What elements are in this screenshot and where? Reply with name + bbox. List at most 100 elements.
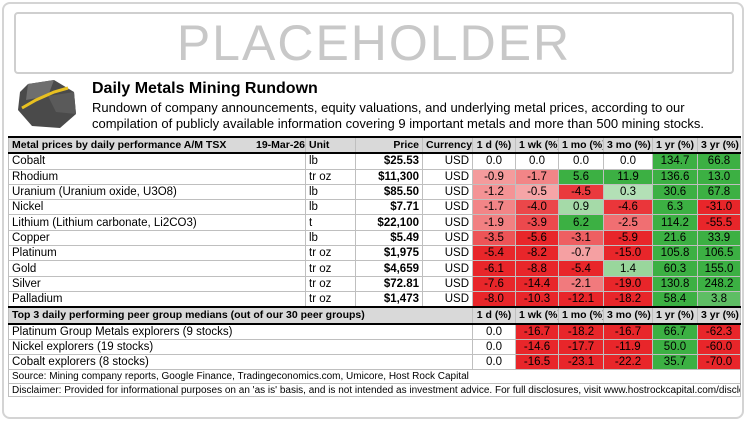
metal-row: Cobalt lb $25.53 USD 0.0 0.0 0.0 0.0 134.7 66.8 xyxy=(8,152,741,170)
metal-name: Lithium (Lithium carbonate, Li2CO3) xyxy=(8,214,306,231)
metal-name: Copper xyxy=(8,229,306,247)
peer-name: Nickel explorers (19 stocks) xyxy=(8,338,473,356)
change-cell: 11.9 xyxy=(603,168,653,185)
header-cell: Currency xyxy=(422,135,473,155)
metal-name: Nickel xyxy=(8,199,306,216)
change-cell: -6.1 xyxy=(472,260,516,277)
cell: $5.49 xyxy=(355,229,423,247)
metal-name: Uranium (Uranium oxide, U3O8) xyxy=(8,183,306,201)
metal-row: Nickel lb $7.71 USD -1.7 -4.0 0.9 -4.6 6.3 -31.0 xyxy=(8,199,741,216)
change-cell: -1.7 xyxy=(515,168,559,185)
cell: USD xyxy=(422,290,473,308)
change-cell: -1.7 xyxy=(472,199,516,216)
change-cell: 30.6 xyxy=(652,183,698,201)
change-cell: 6.3 xyxy=(652,199,698,216)
change-cell: -4.0 xyxy=(515,199,559,216)
change-cell: -0.5 xyxy=(515,183,559,201)
metal-name: Rhodium xyxy=(8,168,306,185)
change-cell: -60.0 xyxy=(697,338,741,356)
change-cell: -5.4 xyxy=(472,245,516,262)
cell: $1,975 xyxy=(355,245,423,262)
cell: tr oz xyxy=(305,245,356,262)
change-cell: 60.3 xyxy=(652,260,698,277)
change-cell: -2.1 xyxy=(558,275,604,292)
change-cell: -16.5 xyxy=(515,354,559,371)
header-cell: Unit xyxy=(305,135,356,155)
change-cell: 50.0 xyxy=(652,338,698,356)
cell: tr oz xyxy=(305,168,356,185)
disclaimer-row: Disclaimer: Provided for informational p… xyxy=(8,382,741,398)
change-cell: -18.2 xyxy=(603,290,653,308)
change-cell: 0.0 xyxy=(472,323,516,340)
cell: USD xyxy=(422,199,473,216)
metal-name: Gold xyxy=(8,260,306,277)
change-cell: 6.2 xyxy=(558,214,604,231)
change-cell: -31.0 xyxy=(697,199,741,216)
header-cell: 1 d (%) xyxy=(472,306,516,325)
header-cell: Price xyxy=(355,135,423,155)
change-cell: -3.9 xyxy=(515,214,559,231)
change-cell: 0.0 xyxy=(515,152,559,170)
change-cell: 66.8 xyxy=(697,152,741,170)
change-cell: -14.4 xyxy=(515,275,559,292)
change-cell: 0.3 xyxy=(603,183,653,201)
header-date: 19-Mar-26 xyxy=(256,139,306,152)
metal-row: Gold tr oz $4,659 USD -6.1 -8.8 -5.4 1.4 60.3 155… xyxy=(8,260,741,277)
change-cell: -70.0 xyxy=(697,354,741,371)
header-cell: 3 yr (%) xyxy=(697,306,741,325)
change-cell: 0.0 xyxy=(558,152,604,170)
header-cell: 1 wk (%) xyxy=(515,306,559,325)
change-cell: 136.6 xyxy=(652,168,698,185)
peer-row: Platinum Group Metals explorers (9 stock… xyxy=(8,323,741,340)
change-cell: -12.1 xyxy=(558,290,604,308)
change-cell: 58.4 xyxy=(652,290,698,308)
cell: $4,659 xyxy=(355,260,423,277)
metal-row: Rhodium tr oz $11,300 USD -0.9 -1.7 5.6 11.9 136… xyxy=(8,168,741,185)
peer-name: Cobalt explorers (8 stocks) xyxy=(8,354,473,371)
change-cell: 134.7 xyxy=(652,152,698,170)
cell: lb xyxy=(305,229,356,247)
change-cell: 114.2 xyxy=(652,214,698,231)
title: Daily Metals Mining Rundown xyxy=(92,80,318,97)
change-cell: -15.0 xyxy=(603,245,653,262)
change-cell: 21.6 xyxy=(652,229,698,247)
cell: USD xyxy=(422,214,473,231)
placeholder-banner: PLACEHOLDER xyxy=(14,12,734,74)
metal-row: Lithium (Lithium carbonate, Li2CO3) t $22,… xyxy=(8,214,741,231)
header-cell: 1 mo (%) xyxy=(558,135,604,155)
source: Source: Mining company reports, Google F… xyxy=(8,369,741,384)
change-cell: -4.5 xyxy=(558,183,604,201)
rock-icon xyxy=(18,80,76,128)
change-cell: 0.0 xyxy=(472,354,516,371)
cell: USD xyxy=(422,229,473,247)
cell: $85.50 xyxy=(355,183,423,201)
peer-row: Cobalt explorers (8 stocks) 0.0 -16.5 -23.1… xyxy=(8,354,741,371)
metal-row: Palladium tr oz $1,473 USD -8.0 -10.3 -12.1 -18… xyxy=(8,290,741,308)
change-cell: -3.1 xyxy=(558,229,604,247)
change-cell: -8.2 xyxy=(515,245,559,262)
cell: $25.53 xyxy=(355,152,423,170)
change-cell: 0.0 xyxy=(603,152,653,170)
change-cell: -4.6 xyxy=(603,199,653,216)
change-cell: -11.9 xyxy=(603,338,653,356)
cell: tr oz xyxy=(305,275,356,292)
change-cell: -10.3 xyxy=(515,290,559,308)
metal-row: Copper lb $5.49 USD -3.5 -5.6 -3.1 -5.9 21.6 33.9 xyxy=(8,229,741,247)
change-cell: -5.6 xyxy=(515,229,559,247)
change-cell: -8.0 xyxy=(472,290,516,308)
cell: USD xyxy=(422,168,473,185)
metals-table: Metal prices by daily performance A/M TS… xyxy=(8,135,741,398)
change-cell: -0.9 xyxy=(472,168,516,185)
cell: lb xyxy=(305,199,356,216)
change-cell: -8.8 xyxy=(515,260,559,277)
change-cell: 66.7 xyxy=(652,323,698,340)
change-cell: 35.7 xyxy=(652,354,698,371)
change-cell: 0.0 xyxy=(472,338,516,356)
cell: lb xyxy=(305,183,356,201)
change-cell: 155.0 xyxy=(697,260,741,277)
change-cell: 13.0 xyxy=(697,168,741,185)
change-cell: 1.4 xyxy=(603,260,653,277)
header-cell: 1 yr (%) xyxy=(652,306,698,325)
header-cell: 3 mo (%) xyxy=(603,135,653,155)
metal-name: Platinum xyxy=(8,245,306,262)
